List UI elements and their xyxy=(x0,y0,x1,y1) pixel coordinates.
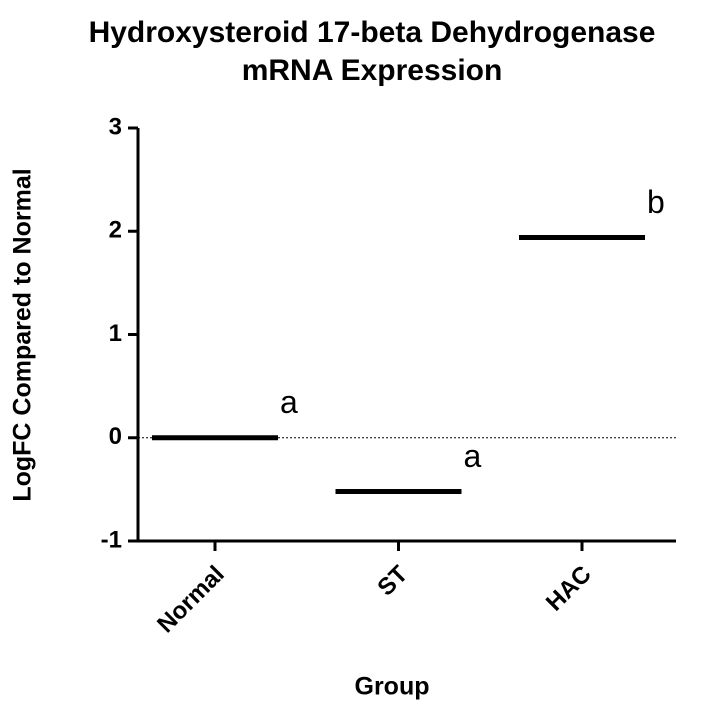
y-tick-label: 2 xyxy=(109,217,122,244)
x-axis-label: Group xyxy=(355,673,430,701)
chart-title: mRNA Expression xyxy=(242,54,503,87)
x-tick-label: HAC xyxy=(541,561,597,617)
y-tick-label: 3 xyxy=(109,113,122,140)
y-tick-label: -1 xyxy=(101,526,122,553)
annotation: a xyxy=(280,384,298,420)
chart-title: Hydroxysteroid 17-beta Dehydrogenase xyxy=(89,16,656,49)
x-tick-label: ST xyxy=(372,560,413,601)
x-tick-label: Normal xyxy=(152,561,230,639)
y-tick-label: 1 xyxy=(109,320,122,347)
annotation: a xyxy=(464,438,482,474)
annotation: b xyxy=(647,184,665,220)
y-axis-label: LogFC Compared to Normal xyxy=(9,168,37,501)
y-tick-label: 0 xyxy=(109,423,122,450)
